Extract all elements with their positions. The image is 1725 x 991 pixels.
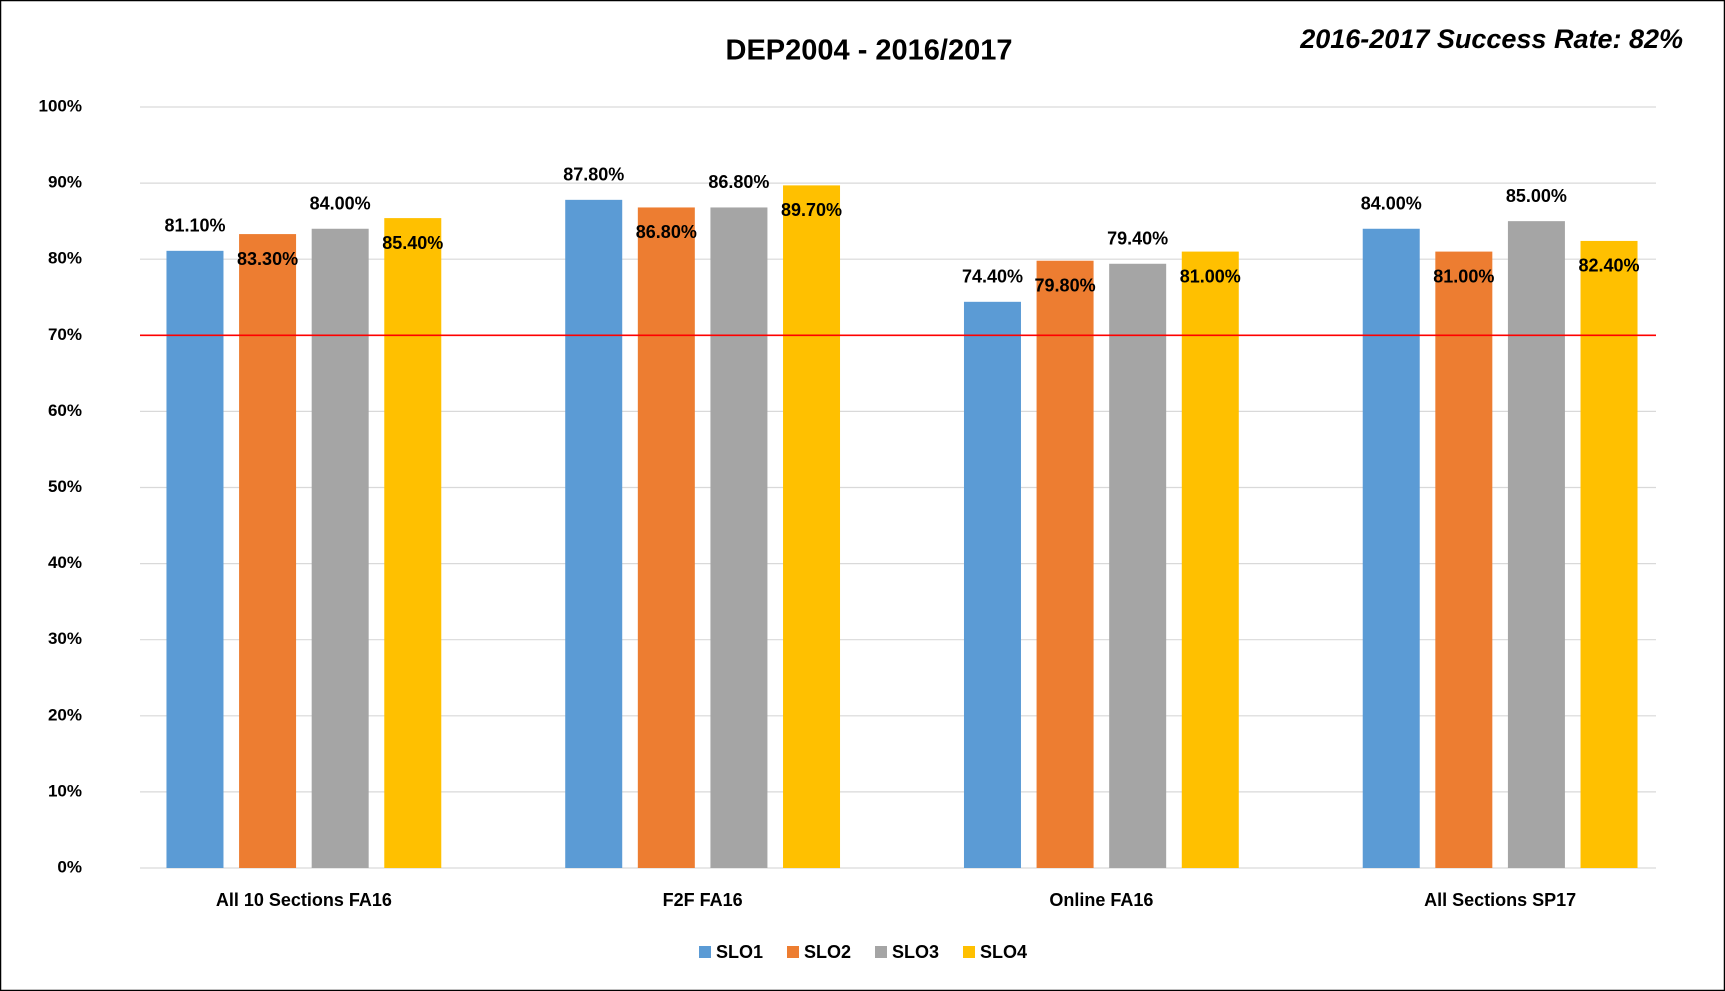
data-label: 79.40% [1107, 229, 1168, 249]
data-label: 82.40% [1578, 256, 1639, 276]
data-label: 81.00% [1180, 266, 1241, 286]
data-label: 85.40% [382, 233, 443, 253]
y-tick-label: 90% [48, 173, 82, 192]
data-label: 85.00% [1506, 186, 1567, 206]
legend-swatch [787, 946, 799, 958]
data-label: 86.80% [636, 222, 697, 242]
legend-swatch [963, 946, 975, 958]
legend-label: SLO4 [980, 942, 1027, 962]
data-label: 79.80% [1035, 275, 1096, 295]
annotation: 2016-2017 Success Rate: 82% [1299, 24, 1683, 54]
data-label: 83.30% [237, 249, 298, 269]
y-tick-label: 80% [48, 249, 82, 268]
bar [637, 207, 695, 868]
bar [384, 218, 442, 868]
legend-label: SLO3 [892, 942, 939, 962]
y-tick-label: 40% [48, 553, 82, 572]
x-tick-label: Online FA16 [1049, 890, 1153, 910]
bar [1435, 251, 1493, 869]
y-tick-label: 100% [39, 96, 82, 115]
bar [783, 185, 841, 868]
x-tick-label: All Sections SP17 [1424, 890, 1576, 910]
data-label: 89.70% [781, 200, 842, 220]
bar [311, 228, 369, 868]
bar [1580, 240, 1638, 868]
bar [166, 250, 224, 869]
y-tick-label: 70% [48, 325, 82, 344]
legend-swatch [699, 946, 711, 958]
bar [565, 199, 623, 869]
data-label: 87.80% [563, 165, 624, 185]
bar [1507, 221, 1565, 868]
y-tick-label: 10% [48, 781, 82, 800]
bar [963, 301, 1021, 868]
data-label: 74.40% [962, 267, 1023, 287]
bar [1036, 260, 1094, 868]
legend-swatch [875, 946, 887, 958]
data-label: 81.10% [164, 216, 225, 236]
data-label: 84.00% [1361, 194, 1422, 214]
bar [1109, 263, 1167, 868]
y-tick-label: 20% [48, 705, 82, 724]
y-tick-label: 30% [48, 629, 82, 648]
legend-label: SLO1 [716, 942, 763, 962]
data-label: 81.00% [1433, 266, 1494, 286]
chart-title: DEP2004 - 2016/2017 [726, 35, 1013, 67]
y-tick-label: 50% [48, 477, 82, 496]
legend-label: SLO2 [804, 942, 851, 962]
bar [239, 234, 297, 868]
x-tick-label: All 10 Sections FA16 [216, 890, 392, 910]
bar [710, 207, 768, 868]
bar [1362, 228, 1420, 868]
y-tick-label: 60% [48, 401, 82, 420]
data-label: 84.00% [310, 194, 371, 214]
x-tick-label: F2F FA16 [663, 890, 743, 910]
data-label: 86.80% [708, 172, 769, 192]
y-tick-label: 0% [57, 857, 82, 876]
bar [1181, 251, 1239, 869]
